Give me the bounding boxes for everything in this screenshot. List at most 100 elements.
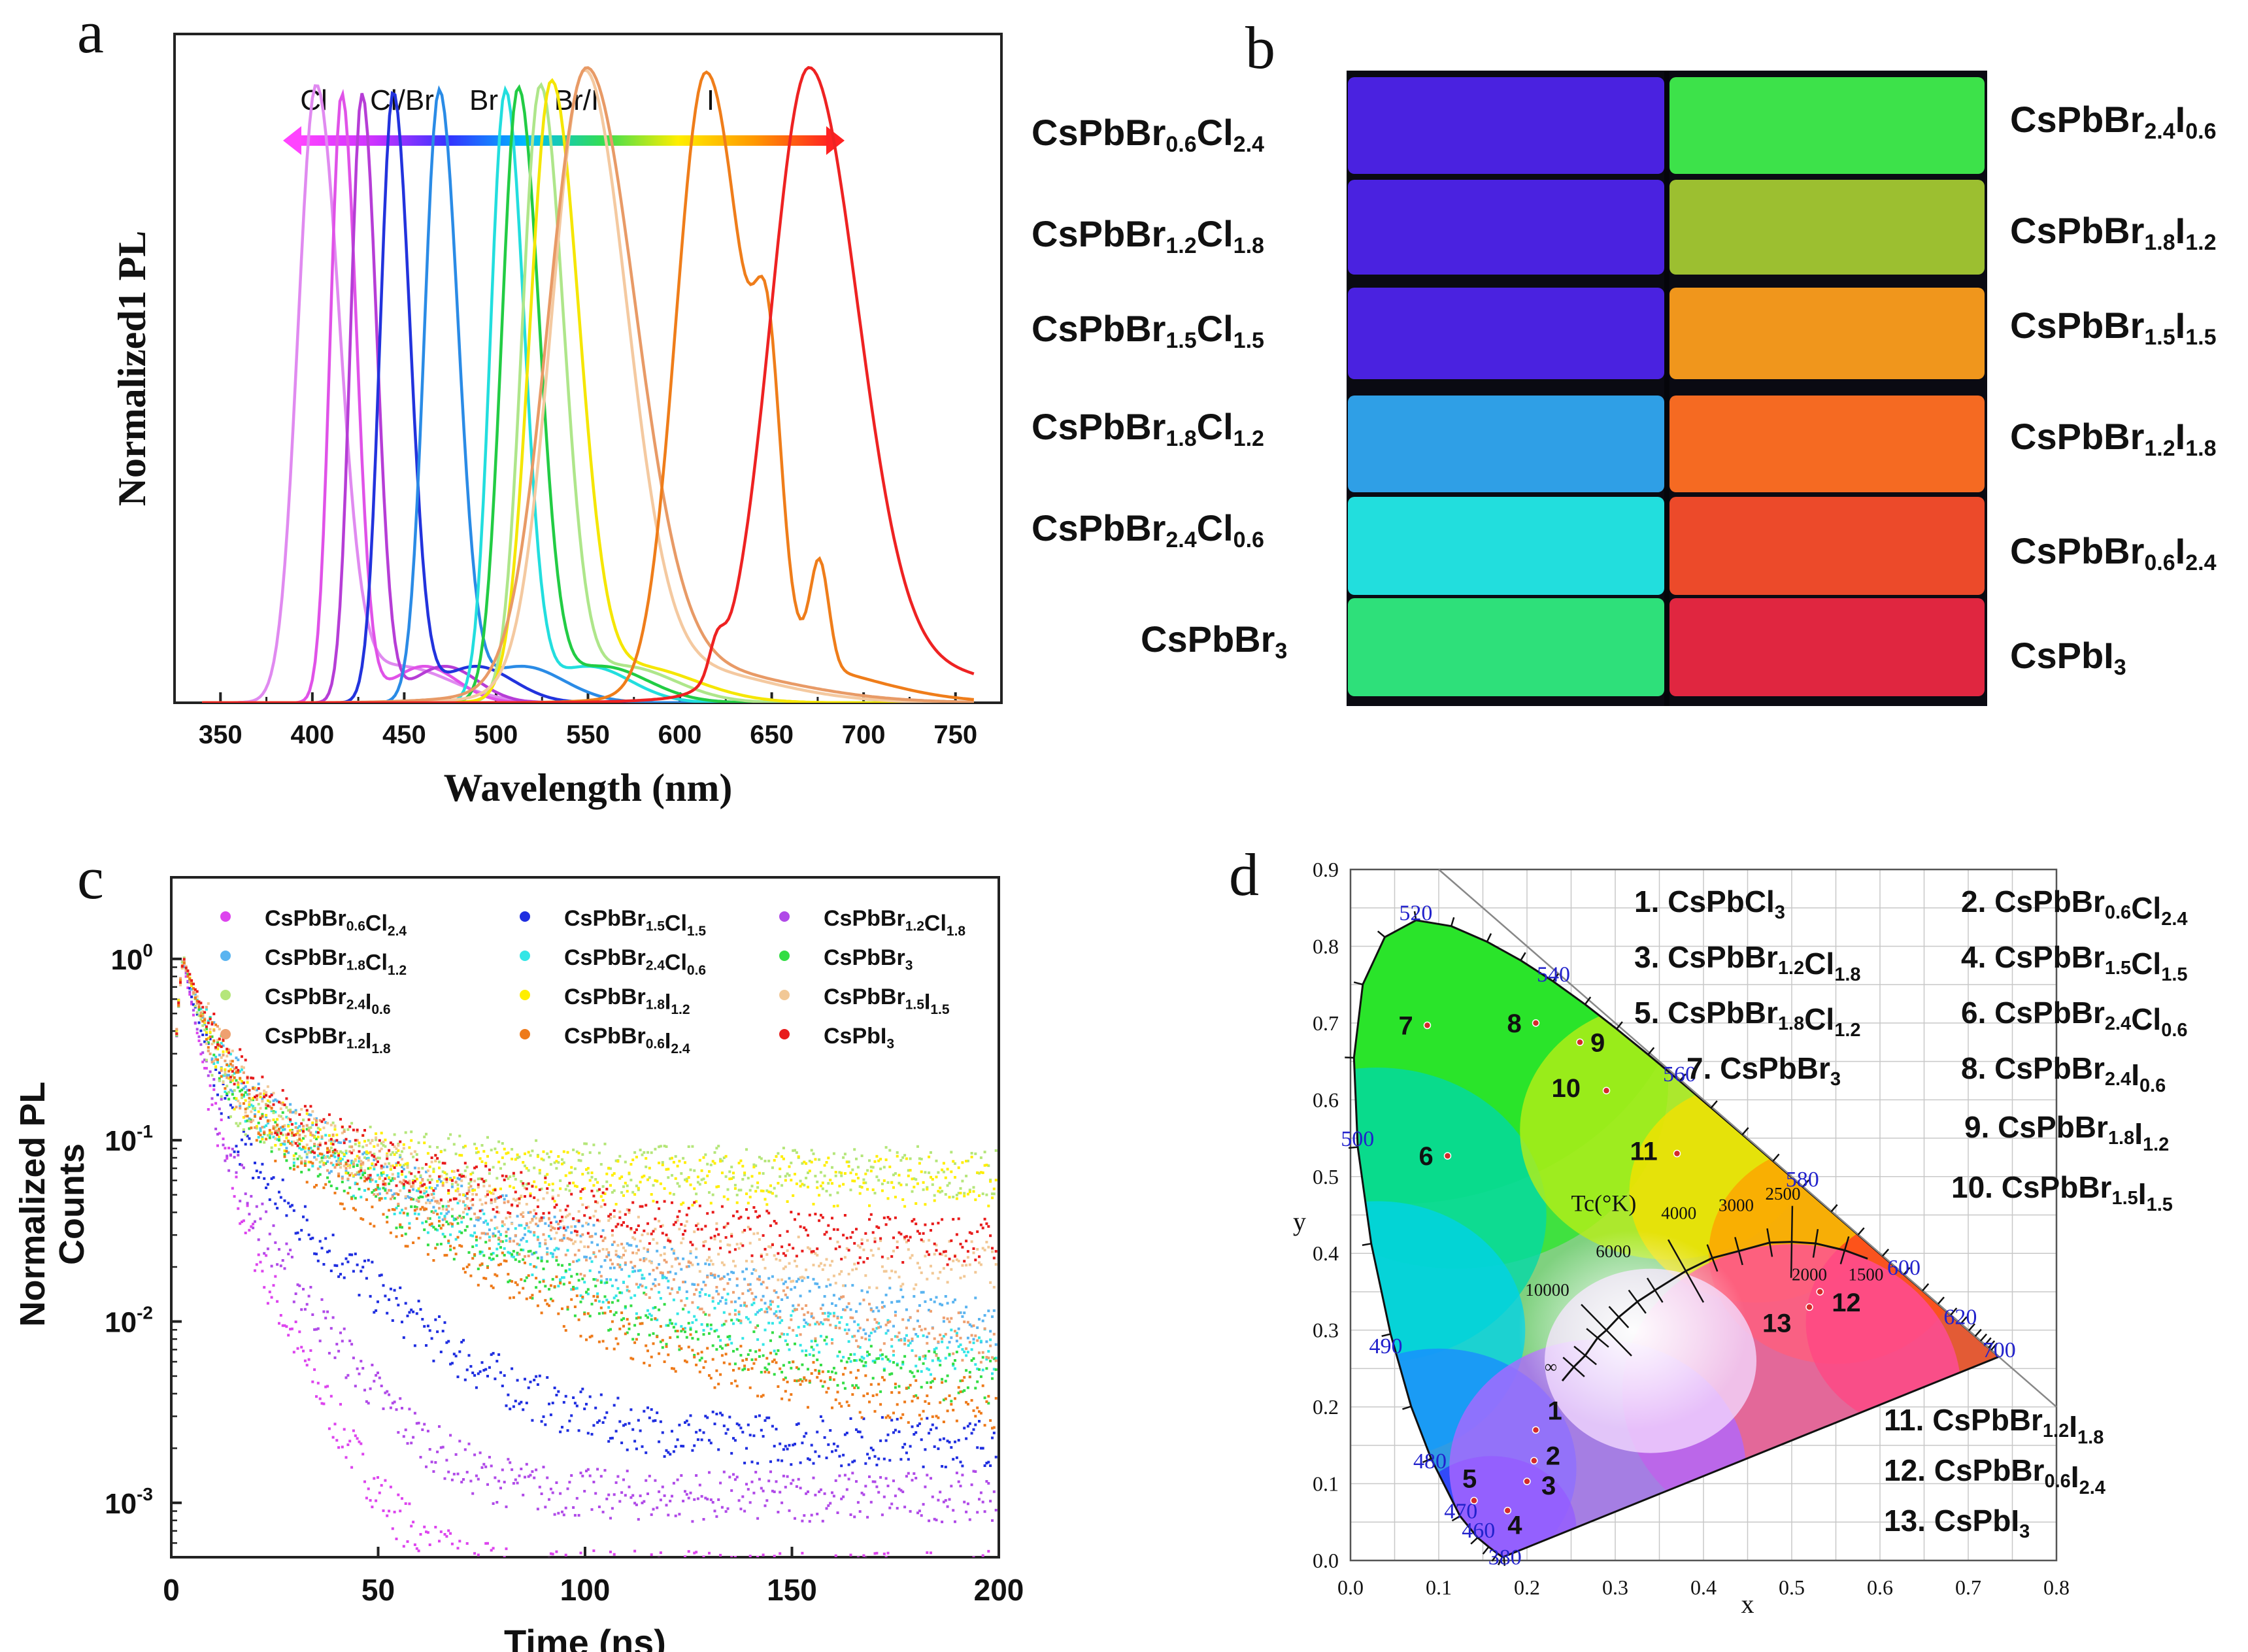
decay-point [585,1290,588,1294]
decay-point [477,1186,480,1189]
decay-point [450,1207,454,1211]
decay-point [335,1439,339,1442]
decay-point [333,1264,337,1267]
decay-point [367,1177,370,1180]
decay-point [406,1245,409,1248]
decay-point [402,1183,405,1186]
decay-point [881,1189,884,1192]
decay-point [322,1126,326,1130]
decay-point [482,1180,486,1183]
decay-point [726,1273,730,1276]
decay-point [244,1133,247,1136]
decay-point [838,1455,841,1458]
y-tick-label: 100 [110,940,153,976]
decay-point [255,1096,258,1099]
decay-point [728,1475,731,1479]
decay-point [488,1228,491,1232]
decay-point [941,1168,944,1172]
decay-point [856,1244,860,1247]
decay-point [762,1435,765,1438]
decay-point [735,1201,739,1204]
decay-point [235,1066,238,1069]
decay-point [777,1349,780,1352]
decay-point [877,1159,881,1162]
decay-point [843,1284,847,1287]
decay-point [378,1139,381,1142]
decay-point [298,1238,301,1241]
decay-point [462,1200,465,1204]
decay-point [375,1309,378,1312]
decay-point [458,1193,461,1196]
decay-point [771,1300,774,1304]
decay-point [706,1174,709,1177]
decay-point [896,1151,899,1154]
decay-point [239,1077,242,1080]
decay-point [298,1155,301,1158]
decay-point [516,1481,519,1485]
decay-point [799,1383,802,1386]
decay-point [509,1185,512,1188]
decay-point [512,1405,515,1408]
decay-point [981,1554,984,1557]
decay-point [399,1140,402,1143]
decay-point [722,1323,726,1326]
decay-point [393,1133,396,1136]
decay-point [289,1118,292,1121]
decay-point [341,1181,344,1183]
decay-point [926,1186,929,1189]
decay-point [782,1364,785,1367]
decay-point [659,1145,662,1148]
decay-point [382,1213,385,1216]
decay-point [257,1121,260,1124]
decay-point [402,1211,405,1215]
decay-point [514,1234,517,1237]
decay-point [672,1192,675,1196]
decay-point [494,1198,497,1201]
decay-point [413,1344,416,1347]
decay-point [248,1088,251,1092]
decay-point [913,1328,916,1331]
decay-point [322,1186,326,1189]
decay-point [756,1181,760,1185]
decay-point [754,1296,758,1298]
decay-point [821,1519,824,1523]
decay-point [343,1327,346,1330]
decay-point [976,1511,979,1514]
decay-point [367,1173,370,1177]
decay-point [765,1253,769,1256]
decay-point [477,1283,480,1287]
y-axis-label: Counts [52,1143,92,1265]
decay-point [685,1360,688,1364]
decay-point [871,1360,875,1363]
decay-point [771,1166,774,1170]
decay-point [316,1136,320,1139]
decay-point [597,1312,601,1315]
decay-point [592,1294,596,1298]
decay-point [315,1119,318,1122]
decay-point [471,1189,475,1192]
decay-point [417,1141,420,1144]
decay-point [516,1251,519,1255]
decay-point [959,1187,962,1190]
decay-point [769,1460,772,1463]
decay-point [214,1102,218,1105]
decay-point [438,1425,441,1428]
decay-point [609,1213,612,1216]
x-tick-label: 650 [750,720,794,749]
decay-point [864,1172,867,1175]
decay-point [762,1294,765,1298]
decay-point [536,1198,539,1202]
decay-point [469,1479,473,1483]
decay-point [404,1428,407,1432]
decay-point [239,1102,242,1105]
decay-point [597,1419,601,1423]
decay-point [853,1334,856,1338]
decay-point [415,1207,418,1211]
decay-point [814,1369,817,1372]
decay-point [648,1416,651,1419]
decay-point [888,1373,892,1376]
decay-point [612,1189,616,1192]
decay-point [968,1518,971,1521]
decay-point [805,1349,808,1353]
decay-point [548,1235,550,1238]
